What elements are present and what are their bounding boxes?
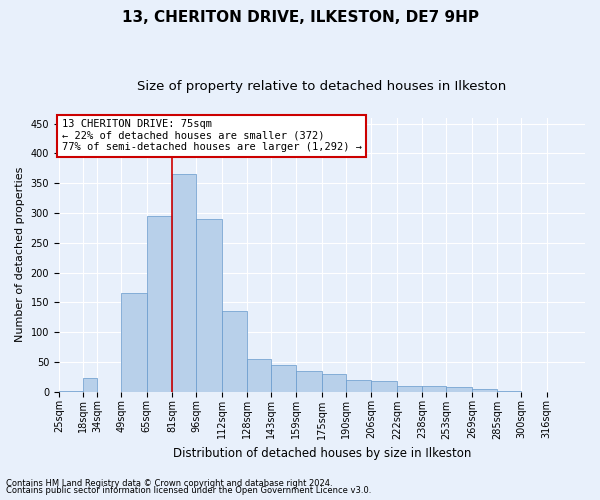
Title: Size of property relative to detached houses in Ilkeston: Size of property relative to detached ho… bbox=[137, 80, 506, 93]
X-axis label: Distribution of detached houses by size in Ilkeston: Distribution of detached houses by size … bbox=[173, 447, 471, 460]
Bar bbox=[146, 216, 172, 392]
Bar bbox=[346, 380, 371, 392]
Bar bbox=[271, 364, 296, 392]
Bar bbox=[322, 374, 346, 392]
Y-axis label: Number of detached properties: Number of detached properties bbox=[15, 167, 25, 342]
Bar bbox=[59, 391, 83, 392]
Bar bbox=[83, 378, 97, 392]
Text: Contains HM Land Registry data © Crown copyright and database right 2024.: Contains HM Land Registry data © Crown c… bbox=[6, 478, 332, 488]
Bar bbox=[221, 311, 247, 392]
Text: 13, CHERITON DRIVE, ILKESTON, DE7 9HP: 13, CHERITON DRIVE, ILKESTON, DE7 9HP bbox=[121, 10, 479, 25]
Bar bbox=[196, 219, 221, 392]
Text: Contains public sector information licensed under the Open Government Licence v3: Contains public sector information licen… bbox=[6, 486, 371, 495]
Bar bbox=[371, 382, 397, 392]
Text: 13 CHERITON DRIVE: 75sqm
← 22% of detached houses are smaller (372)
77% of semi-: 13 CHERITON DRIVE: 75sqm ← 22% of detach… bbox=[62, 119, 362, 152]
Bar bbox=[397, 386, 422, 392]
Bar bbox=[247, 359, 271, 392]
Bar bbox=[422, 386, 446, 392]
Bar bbox=[497, 391, 521, 392]
Bar bbox=[472, 389, 497, 392]
Bar bbox=[296, 370, 322, 392]
Bar bbox=[172, 174, 196, 392]
Bar bbox=[121, 294, 146, 392]
Bar bbox=[446, 388, 472, 392]
